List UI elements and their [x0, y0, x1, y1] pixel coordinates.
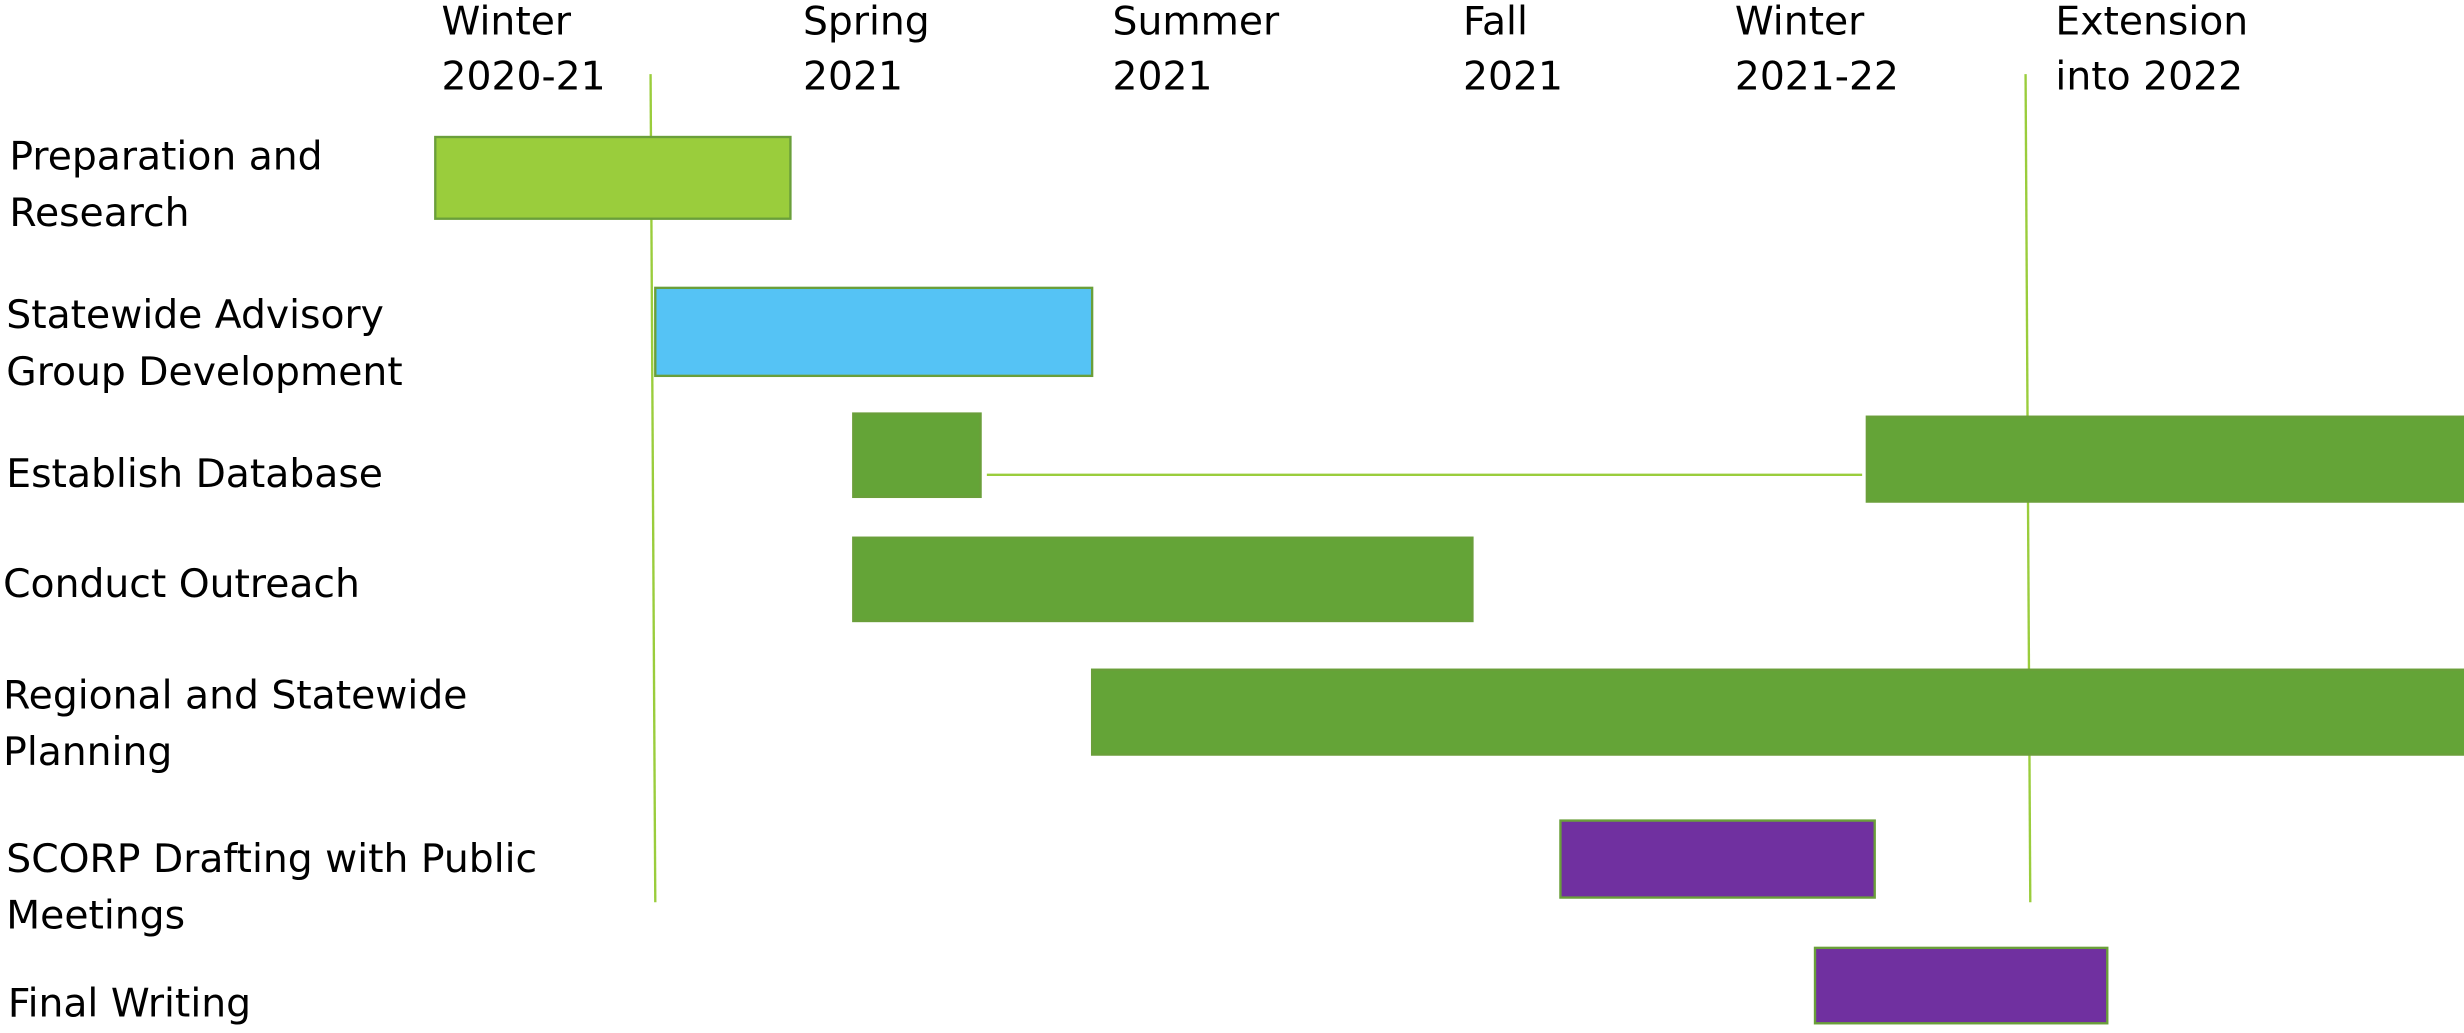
task-label: Group Development — [6, 350, 402, 395]
column-header: Winter — [1735, 0, 1865, 44]
task-bar — [1813, 946, 2109, 1025]
task-bar — [1090, 668, 2464, 756]
task-label: Planning — [3, 730, 172, 775]
task-bar — [1559, 819, 1876, 899]
column-header: 2021 — [1113, 54, 1213, 99]
column-header: Spring — [803, 0, 930, 44]
column-header: into 2022 — [2055, 54, 2243, 99]
task-label: Regional and Statewide — [3, 674, 467, 719]
task-label: Preparation and — [9, 135, 322, 180]
column-header: 2021 — [1463, 54, 1563, 99]
column-header: Summer — [1113, 0, 1280, 44]
task-label: Research — [9, 191, 189, 236]
task-label: Establish Database — [6, 452, 383, 497]
task-label: Meetings — [6, 893, 185, 938]
column-header: Extension — [2055, 0, 2248, 44]
task-label: Final Writing — [8, 981, 251, 1026]
task-bar — [654, 286, 1094, 378]
task-bar — [434, 135, 792, 220]
column-header: 2021 — [803, 54, 903, 99]
column-header: 2021-22 — [1735, 54, 1899, 99]
task-bar — [852, 412, 982, 499]
column-header: Winter — [442, 0, 572, 44]
task-label: Conduct Outreach — [3, 562, 360, 607]
column-header: Fall — [1463, 0, 1528, 44]
task-bar — [1865, 415, 2464, 503]
task-label: SCORP Drafting with Public — [6, 837, 537, 882]
column-header: 2020-21 — [442, 54, 606, 99]
task-label: Statewide Advisory — [6, 293, 384, 338]
task-bar — [852, 536, 1474, 623]
